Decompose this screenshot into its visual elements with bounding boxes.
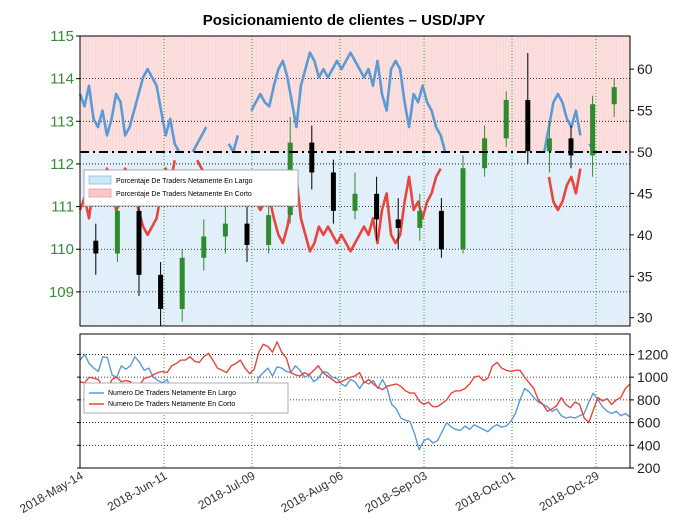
bottom-legend: Numero De Traders Netamente En Largo Num… bbox=[83, 382, 289, 414]
candle-body bbox=[460, 168, 466, 250]
bottom-axis-tick-label: 1200 bbox=[637, 346, 668, 362]
left-axis-tick-label: 110 bbox=[50, 241, 74, 258]
candle-body bbox=[330, 172, 336, 211]
top-panel: 109 110 111 112 113 114 115 30 35 40 45 50 55 60 bbox=[49, 28, 653, 327]
candle-body bbox=[222, 223, 228, 237]
candle-body bbox=[352, 193, 358, 211]
bottom-axis-tick-label: 600 bbox=[637, 415, 661, 431]
candle-body bbox=[158, 274, 164, 309]
candle-body bbox=[568, 138, 574, 156]
candle-body bbox=[93, 240, 99, 254]
candle-body bbox=[546, 138, 552, 152]
candle-body bbox=[201, 236, 207, 258]
right-axis-tick-label: 50 bbox=[637, 144, 653, 160]
candle-body bbox=[374, 193, 380, 220]
x-axis-date-label: 2018-Jun-11 bbox=[105, 468, 170, 514]
candle-body bbox=[482, 138, 488, 169]
candle-body bbox=[395, 219, 401, 228]
right-axis-tick-label: 35 bbox=[637, 268, 653, 284]
right-axis-tick-label: 60 bbox=[637, 61, 653, 77]
bottom-panel-frame bbox=[79, 333, 631, 469]
short-traders-line bbox=[79, 341, 631, 424]
chart-title: Posicionamiento de clientes – USD/JPY bbox=[203, 12, 486, 29]
candle-body bbox=[611, 87, 617, 105]
bottom-axis-tick-label: 400 bbox=[637, 437, 661, 453]
candle-body bbox=[417, 210, 423, 228]
candle-body bbox=[244, 223, 250, 245]
left-axis-tick-label: 109 bbox=[49, 284, 74, 301]
legend-label-long-percent: Porcentaje De Traders Netamente En Largo bbox=[116, 178, 253, 185]
top-legend-box bbox=[83, 169, 299, 207]
right-axis-tick-label: 55 bbox=[637, 103, 653, 119]
bottom-axis-tick-label: 200 bbox=[637, 460, 661, 476]
right-axis-tick-label: 30 bbox=[637, 310, 653, 326]
bottom-axis-tick-label: 800 bbox=[637, 392, 661, 408]
legend-label-long-count: Numero De Traders Netamente En Largo bbox=[108, 390, 236, 397]
x-axis-date-label: 2018-Aug-06 bbox=[278, 468, 345, 515]
legend-swatch-long-percent bbox=[88, 175, 112, 185]
x-axis-date-labels: 2018-May-14 2018-Jun-11 2018-Jul-09 2018-Au… bbox=[17, 468, 602, 516]
candle-body bbox=[503, 99, 509, 139]
candle-body bbox=[136, 210, 142, 275]
left-axis-tick-label: 112 bbox=[50, 156, 74, 173]
left-axis-tick-label: 113 bbox=[50, 113, 74, 130]
bottom-axis-tick-label: 1000 bbox=[637, 369, 668, 385]
candle-body bbox=[590, 104, 596, 156]
candle-body bbox=[179, 257, 185, 309]
x-axis-date-label: 2018-Oct-01 bbox=[453, 468, 518, 514]
x-axis-date-label: 2018-Jul-09 bbox=[196, 468, 258, 512]
candle-body bbox=[266, 215, 272, 245]
bottom-legend-box bbox=[83, 382, 289, 414]
top-panel-frame bbox=[79, 35, 631, 327]
candle-body bbox=[114, 210, 120, 254]
right-axis-tick-label: 40 bbox=[637, 227, 653, 243]
legend-swatch-short-percent bbox=[88, 188, 112, 198]
top-legend: Porcentaje De Traders Netamente En Largo… bbox=[83, 169, 299, 207]
left-axis-tick-label: 115 bbox=[50, 28, 74, 45]
x-axis-date-label: 2018-Sep-03 bbox=[362, 468, 429, 515]
candle-body bbox=[438, 210, 444, 250]
right-axis-tick-label: 45 bbox=[637, 185, 653, 201]
legend-label-short-percent: Porcentaje De Traders Netamente En Corto bbox=[116, 191, 252, 198]
legend-label-short-count: Numero De Traders Netamente En Corto bbox=[108, 401, 235, 408]
x-axis-date-label: 2018-May-14 bbox=[17, 468, 86, 516]
left-axis-tick-label: 111 bbox=[51, 199, 74, 216]
x-axis-date-label: 2018-Oct-29 bbox=[537, 468, 602, 514]
left-axis-tick-label: 114 bbox=[50, 71, 74, 88]
candle-body bbox=[309, 142, 315, 173]
candle-body bbox=[525, 99, 531, 152]
